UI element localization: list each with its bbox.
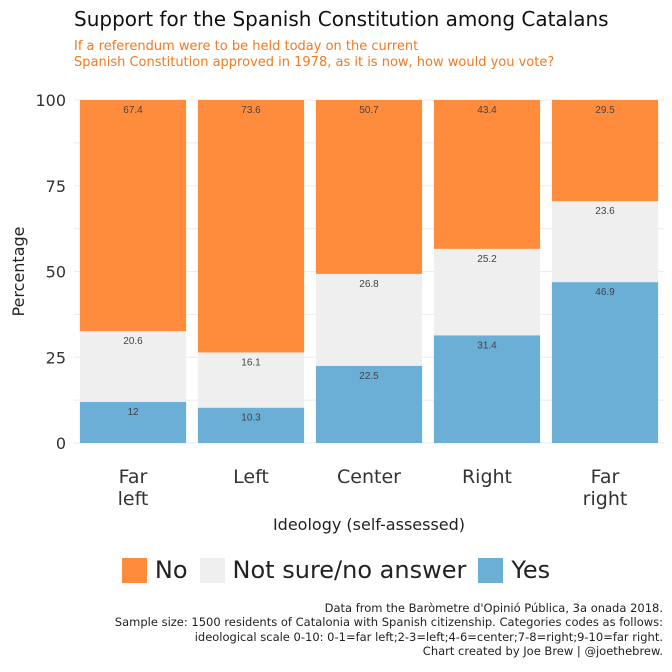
caption-line-1: Data from the Baròmetre d'Opinió Pública… bbox=[324, 601, 663, 615]
bar-segment bbox=[79, 100, 187, 332]
y-tick-label: 0 bbox=[56, 434, 66, 453]
bar-segment bbox=[433, 248, 541, 336]
data-label: 20.6 bbox=[123, 336, 143, 347]
legend-label-not-sure: Not sure/no answer bbox=[232, 556, 467, 584]
data-label: 26.8 bbox=[359, 279, 379, 290]
data-label: 43.4 bbox=[477, 105, 497, 116]
y-axis-title: Percentage bbox=[9, 226, 28, 316]
y-tick-label: 50 bbox=[46, 263, 66, 282]
bar-segment bbox=[79, 331, 187, 402]
bar-segment bbox=[551, 201, 659, 283]
data-label: 67.4 bbox=[123, 105, 143, 116]
x-tick-label: Far right bbox=[583, 466, 628, 510]
chart-subtitle: If a referendum were to be held today on… bbox=[74, 39, 554, 71]
y-tick-label: 25 bbox=[46, 348, 66, 367]
x-tick-label: Far left bbox=[118, 466, 149, 510]
legend-label-yes: Yes bbox=[511, 556, 551, 584]
data-label: 25.2 bbox=[477, 254, 497, 265]
bar-segment bbox=[551, 100, 659, 202]
x-axis-title: Ideology (self-assessed) bbox=[273, 515, 465, 534]
chart-title: Support for the Spanish Constitution amo… bbox=[74, 7, 609, 31]
data-label: 29.5 bbox=[595, 105, 615, 116]
data-label: 73.6 bbox=[241, 105, 261, 116]
legend-swatch-no bbox=[121, 557, 147, 583]
bar-segment bbox=[197, 352, 305, 408]
y-tick-label: 100 bbox=[35, 91, 66, 110]
data-label: 12 bbox=[127, 407, 139, 418]
bar-segment bbox=[197, 407, 305, 443]
legend-item-no: No bbox=[121, 556, 188, 584]
legend-swatch-yes bbox=[478, 557, 504, 583]
caption-line-4: Chart created by Joe Brew | @joethebrew. bbox=[422, 644, 663, 659]
data-label: 16.1 bbox=[241, 357, 261, 368]
legend-item-not-sure: Not sure/no answer bbox=[199, 556, 467, 584]
bar-segment bbox=[315, 273, 423, 366]
caption-line-3: ideological scale 0-10: 0-1=far left;2-3… bbox=[194, 629, 663, 644]
data-label: 10.3 bbox=[241, 413, 261, 424]
data-label: 22.5 bbox=[359, 371, 379, 382]
x-tick-label: Right bbox=[462, 466, 512, 488]
chart-legend: No Not sure/no answer Yes bbox=[0, 556, 672, 584]
bar-segment bbox=[197, 100, 305, 353]
legend-item-yes: Yes bbox=[478, 556, 550, 584]
bar-segment bbox=[433, 335, 541, 443]
subtitle-line-2: Spanish Constitution approved in 1978, a… bbox=[74, 55, 555, 70]
bar-segment bbox=[79, 401, 187, 443]
data-label: 46.9 bbox=[595, 287, 615, 298]
data-label: 31.4 bbox=[477, 340, 497, 351]
data-label: 50.7 bbox=[359, 105, 379, 116]
chart-caption: Data from the Baròmetre d'Opinió Pública… bbox=[115, 601, 663, 659]
subtitle-line-1: If a referendum were to be held today on… bbox=[74, 39, 419, 54]
bar-segment bbox=[315, 365, 423, 443]
bar-segment bbox=[551, 282, 659, 443]
bar-segment bbox=[433, 100, 541, 249]
x-tick-label: Center bbox=[337, 466, 401, 488]
data-label: 23.6 bbox=[595, 206, 615, 217]
bar-segment bbox=[315, 100, 423, 274]
legend-label-no: No bbox=[154, 556, 188, 584]
legend-swatch-not-sure bbox=[199, 557, 225, 583]
caption-line-2: Sample size: 1500 residents of Catalonia… bbox=[114, 615, 663, 630]
stacked-bar-chart: 0 25 50 75 100 12 20.6 67.4 10.3 16.1 73.6 22.5 26.8… bbox=[9, 91, 664, 534]
x-tick-label: Left bbox=[233, 466, 269, 488]
y-tick-label: 75 bbox=[46, 177, 66, 196]
